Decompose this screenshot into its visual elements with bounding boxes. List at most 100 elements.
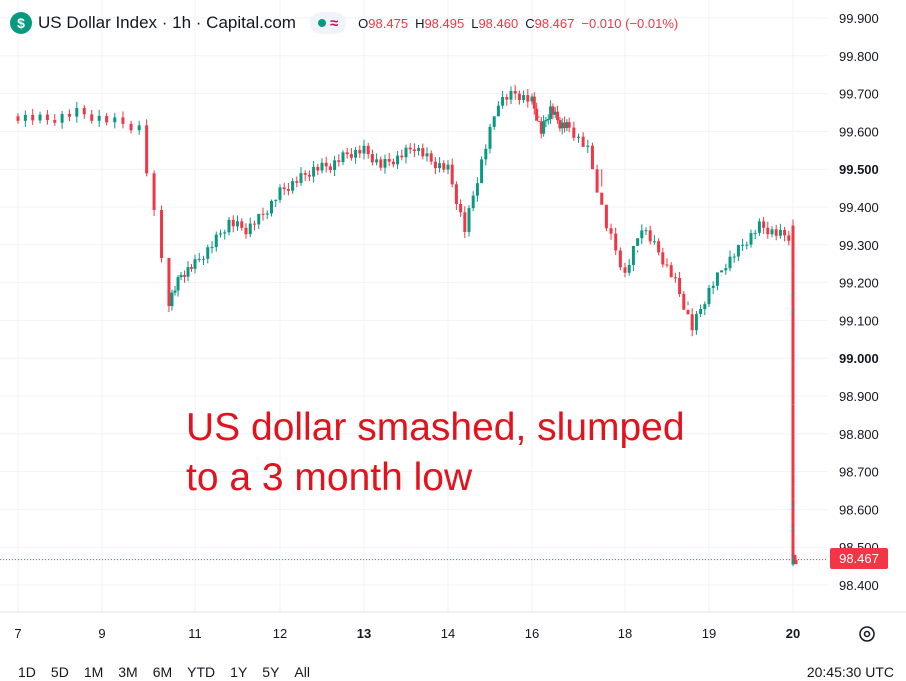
- x-tick-label: 9: [98, 626, 105, 641]
- candle-body: [770, 229, 774, 235]
- candle-body: [396, 155, 400, 165]
- candle-body: [320, 162, 324, 171]
- candle-body: [581, 136, 585, 147]
- candle-body: [707, 287, 711, 305]
- range-button-1d[interactable]: 1D: [18, 664, 36, 680]
- range-button-3m[interactable]: 3M: [118, 664, 138, 680]
- candle-body: [349, 154, 353, 158]
- candle-body: [741, 244, 745, 246]
- chart-title[interactable]: US Dollar Index · 1h · Capital.com: [38, 13, 296, 32]
- market-status-pill[interactable]: ≈: [309, 12, 347, 34]
- low-label: L: [471, 15, 479, 31]
- candle-body: [535, 108, 539, 121]
- x-tick-label: 19: [702, 626, 716, 641]
- candle-body: [206, 247, 210, 259]
- candle-body: [67, 114, 71, 117]
- candle-body: [791, 486, 795, 499]
- y-tick-label: 99.500: [839, 162, 879, 177]
- candle-body: [791, 253, 795, 271]
- wave-icon: ≈: [329, 14, 339, 32]
- candle-body: [791, 433, 795, 474]
- candle-body: [167, 258, 171, 307]
- x-axis: 7 9 11 12 13 14 16 18 19 20: [14, 626, 800, 641]
- range-button-all[interactable]: All: [294, 664, 310, 680]
- candle-body: [324, 162, 328, 167]
- candle-body: [145, 125, 149, 174]
- candle-body: [509, 90, 513, 100]
- candle-body: [595, 169, 599, 193]
- range-button-1y[interactable]: 1Y: [230, 664, 248, 680]
- candle-body: [682, 293, 686, 310]
- close-value: 98.467: [534, 15, 575, 31]
- candle-body: [577, 136, 580, 138]
- open-value: 98.475: [368, 15, 409, 31]
- candle-body: [475, 183, 479, 196]
- candle-body: [366, 145, 370, 155]
- candle-body: [791, 323, 795, 364]
- x-tick-label: 7: [14, 626, 21, 641]
- time-range-selector: 1D 5D 1M 3M 6M YTD 1Y 5Y All: [18, 664, 310, 680]
- range-button-5y[interactable]: 5Y: [262, 664, 280, 680]
- candle-body: [496, 105, 500, 117]
- candle-body: [551, 106, 555, 115]
- candle-body: [90, 114, 94, 121]
- candle-body: [375, 159, 379, 163]
- candle-body: [450, 164, 454, 185]
- candle-body: [358, 149, 362, 154]
- y-axis: 98.40098.50098.60098.70098.80098.90099.0…: [839, 11, 879, 593]
- candle-body: [690, 314, 694, 331]
- utc-clock[interactable]: 20:45:30 UTC: [806, 664, 894, 680]
- candle-body: [513, 90, 517, 94]
- candle-body: [429, 153, 433, 162]
- candle-body: [257, 213, 261, 225]
- candle-body: [97, 115, 101, 121]
- candle-body: [787, 235, 791, 241]
- candle-body: [480, 159, 484, 184]
- candle-body: [295, 181, 299, 183]
- candle-body: [214, 234, 218, 248]
- y-tick-label: 98.700: [839, 465, 879, 480]
- open-label: O: [358, 15, 369, 31]
- y-tick-label: 99.000: [839, 351, 879, 366]
- candle-body: [231, 219, 235, 227]
- y-tick-label: 99.200: [839, 276, 879, 291]
- candle-body: [604, 204, 608, 229]
- candle-body: [193, 259, 197, 269]
- range-button-6m[interactable]: 6M: [152, 664, 173, 680]
- candle-body: [197, 258, 201, 260]
- candle-body: [179, 275, 183, 278]
- candle-body: [586, 145, 590, 147]
- candle-body: [53, 120, 57, 123]
- candle-body: [703, 304, 707, 310]
- range-button-ytd[interactable]: YTD: [187, 664, 216, 680]
- candle-body: [173, 290, 177, 293]
- candle-body: [210, 247, 214, 249]
- range-button-1m[interactable]: 1M: [83, 664, 104, 680]
- candle-body: [669, 265, 673, 278]
- candle-body: [505, 97, 509, 100]
- candle-body: [665, 264, 669, 266]
- annotation-line-1: US dollar smashed, slumped: [186, 406, 685, 449]
- candle-body: [240, 221, 244, 228]
- candle-body: [736, 244, 740, 257]
- x-tick-label: 12: [273, 626, 287, 641]
- candle-body: [459, 203, 463, 213]
- candle-body: [526, 95, 530, 102]
- candle-body: [553, 111, 557, 115]
- candle-body: [299, 173, 303, 183]
- candle-body: [236, 221, 239, 227]
- candle-body: [387, 158, 391, 162]
- candle-body: [694, 313, 698, 331]
- gear-icon[interactable]: [857, 624, 877, 644]
- candle-body: [567, 122, 571, 128]
- candle-body: [791, 231, 795, 249]
- candle-body: [23, 114, 27, 121]
- candle-body: [176, 277, 180, 291]
- candle-body: [609, 228, 613, 234]
- range-button-5d[interactable]: 5D: [50, 664, 69, 680]
- candle-body: [715, 272, 719, 286]
- candle-body: [766, 227, 770, 235]
- candle-body: [791, 297, 795, 310]
- ohlc-values: O98.475 H98.495 L98.460 C98.467 −0.010 (…: [358, 16, 678, 31]
